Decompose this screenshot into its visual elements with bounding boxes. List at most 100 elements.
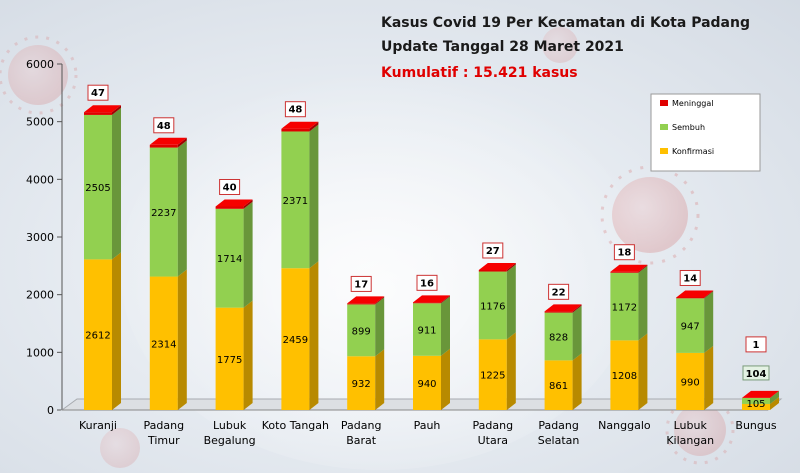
data-label-sembuh: 911 [417,326,436,337]
data-label-konfirmasi: 2314 [151,339,176,350]
data-label-konfirmasi: 940 [417,379,436,390]
bar-segment-sembuh [610,265,648,341]
bar-segment-konfirmasi-front [478,339,507,410]
bar-segment-meninggal-side [572,304,582,313]
bar-segment-meninggal-top [676,290,714,298]
bar-segment-sembuh-side [112,107,121,260]
bar-segment-meninggal-top [478,262,516,270]
bar-segment-konfirmasi-front [544,360,573,410]
bar-segment-sembuh [84,107,121,260]
bar-segment-meninggal-top [84,105,121,113]
bar-segment-sembuh-side [770,390,779,404]
bar-segment-meninggal-top [413,295,450,303]
data-label-sembuh: 1176 [480,301,505,312]
bar-segment-meninggal-front [149,144,178,148]
bar-segment-sembuh-side [506,264,516,340]
bar-segment-konfirmasi-side [177,269,187,410]
bar-segment-meninggal [347,296,385,305]
bar-segment-konfirmasi-side [506,332,516,410]
bar-segment-meninggal-top [742,390,779,398]
bar-segment-meninggal-top [610,264,648,272]
bar-segment-konfirmasi [215,300,253,410]
data-label-meninggal: 22 [552,287,566,298]
bar-segment-meninggal-side [770,390,779,398]
bar-segment-konfirmasi-side [441,348,450,410]
data-label-meninggal: 27 [486,246,500,257]
bar-segment-sembuh-side [441,296,450,356]
x-tick-label: Kuranji [79,419,117,432]
data-label-box-meninggal [153,117,175,134]
bar-segment-sembuh-side [704,291,714,353]
data-label-meninggal: 48 [288,105,302,116]
bar-segment-konfirmasi-side [112,252,121,410]
bar-segment-konfirmasi [610,333,648,410]
y-tick-label: 0 [47,404,54,417]
data-label-box-meninggal [745,336,767,353]
bar-segment-sembuh [478,264,516,340]
bar-segment-konfirmasi-front [610,340,639,410]
data-label-sembuh: 2371 [283,196,308,207]
bar-segment-meninggal-side [704,290,714,299]
bar-segment-konfirmasi [742,396,779,410]
bar-segment-sembuh [676,291,714,353]
bar-segment-sembuh-front [676,298,705,353]
data-label-box-meninggal [482,242,504,259]
data-label-box-meninggal [548,283,570,300]
data-label-sembuh: 899 [352,326,371,337]
data-label-meninggal: 14 [683,273,697,284]
y-tick-label: 2000 [26,289,54,302]
chart-title: Kasus Covid 19 Per Kecamatan di Kota Pad… [381,15,750,81]
bar-segment-meninggal-side [375,296,385,305]
bar-segment-konfirmasi-front [215,307,244,410]
bar-stack [676,290,714,410]
bar-segment-konfirmasi [149,269,187,410]
bar-segment-meninggal-front [215,206,244,209]
bar-segment-sembuh [149,140,187,277]
bar-segment-meninggal [215,199,253,209]
cumulative-total: Kumulatif : 15.421 kasus [381,65,578,81]
data-label-meninggal: 17 [354,279,368,290]
bar-segment-sembuh-side [309,124,319,269]
bar-segment-konfirmasi [544,353,582,410]
data-label-konfirmasi: 105 [746,399,765,410]
bar-stack [742,390,779,410]
bar-segment-meninggal-side [506,262,516,272]
bar-segment-meninggal-top [347,296,385,304]
bar-stack [281,121,319,410]
data-label-box-meninggal [416,274,438,291]
data-label-konfirmasi: 932 [352,379,371,390]
bar-segment-meninggal-front [281,128,310,132]
bar-segment-meninggal-side [309,121,319,132]
x-tick-label: Lubuk [213,419,247,432]
bar-segment-konfirmasi [84,252,121,410]
data-label-sembuh: 2237 [151,208,176,219]
data-label-konfirmasi: 861 [549,381,568,392]
bar-segment-meninggal-front [84,112,112,115]
y-tick-label: 1000 [26,346,54,359]
virus-icon [100,428,140,468]
bar-segment-meninggal [610,264,648,273]
bar-segment-sembuh-side [243,201,253,308]
bar-segment-sembuh [215,201,253,308]
legend-swatch-meninggal [660,100,668,106]
bar-segment-sembuh-side [572,305,582,361]
data-label-sembuh: 947 [681,322,700,333]
bar-segment-meninggal-front [544,311,573,313]
x-tick-label: Bungus [735,419,776,432]
bar-segment-sembuh-front [149,147,178,277]
data-label-sembuh: 1172 [612,303,637,314]
bar-segment-meninggal [149,137,187,148]
title-line-2: Update Tanggal 28 Maret 2021 [381,39,624,55]
bar-stack [347,296,385,410]
bar-segment-meninggal-top [215,199,253,207]
bar-segment-konfirmasi [281,261,319,410]
bar-segment-sembuh-front [610,272,639,341]
legend-label-meninggal: Meninggal [672,99,713,108]
bar-segment-meninggal-top [149,137,187,145]
bar-segment-sembuh-front [215,208,244,308]
bar-segment-sembuh [742,390,779,404]
data-label-konfirmasi: 1208 [612,371,637,382]
y-tick-label: 6000 [26,58,54,71]
bar-segment-konfirmasi [478,332,516,410]
